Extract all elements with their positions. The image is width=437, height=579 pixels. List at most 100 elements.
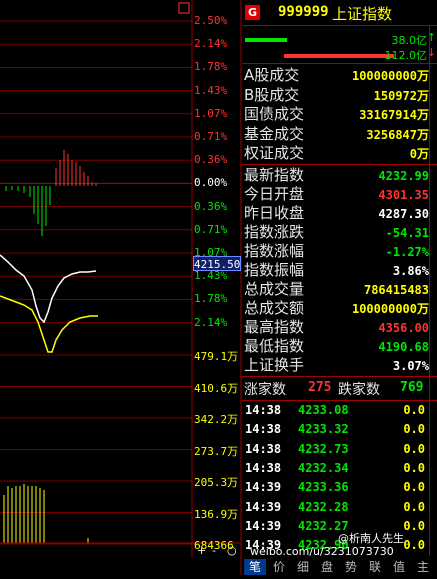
axis-volume-label: 684366 — [194, 539, 234, 552]
quote-value: 4190.68 — [378, 340, 429, 354]
panel-scrollbar[interactable] — [429, 26, 437, 556]
turnover-row: 基金成交 3256847万 — [242, 125, 437, 144]
trade-time: 14:38 — [245, 422, 282, 437]
trade-volume: 0.0 — [403, 441, 425, 456]
trade-row: 14:38 4233.32 0.0 — [242, 420, 437, 438]
trade-time: 14:38 — [245, 403, 282, 417]
turnover-label: 国债成交 — [244, 105, 305, 123]
quote-value: 4232.99 — [378, 169, 429, 183]
axis-percent-label: 1.78% — [194, 292, 228, 306]
stock-code: 999999 — [278, 4, 329, 20]
tab-8[interactable]: 主 — [416, 560, 429, 574]
axis-percent-label: 2.14% — [194, 315, 228, 329]
watermark-user: @析南人先生 — [338, 532, 404, 545]
stock-name: 上证指数 — [332, 5, 393, 23]
quote-row: 最高指数 4356.00 — [242, 318, 437, 337]
trade-price: 4232.90 — [298, 538, 349, 553]
trade-volume: 0.0 — [403, 480, 425, 495]
advance-label: 涨家数 — [244, 382, 286, 398]
tab-5[interactable]: 势 — [344, 560, 357, 574]
turnover-value: 100000000万 — [351, 69, 429, 83]
up-arrow-icon: ↑ — [426, 31, 436, 44]
zoom-out-button[interactable]: - — [212, 544, 216, 557]
quote-value: 4287.30 — [378, 207, 429, 221]
tab-3[interactable]: 细 — [296, 560, 309, 574]
quote-label: 指数涨跌 — [244, 223, 305, 241]
header-badge: G — [245, 5, 260, 20]
trade-row: 14:38 4233.08 0.0 — [242, 401, 437, 419]
quote-value: 4356.00 — [378, 321, 429, 335]
turnover-label: 基金成交 — [244, 124, 305, 143]
tab-6[interactable]: 联 — [368, 560, 381, 574]
tab-4[interactable]: 盘 — [320, 560, 333, 574]
quote-label: 总成交量 — [244, 280, 305, 298]
trade-time: 14:38 — [245, 441, 282, 456]
axis-percent-label: 1.43% — [194, 83, 228, 97]
axis-volume-label: 273.7万 — [194, 444, 239, 458]
trade-row: 14:39 4233.36 0.0 — [242, 478, 437, 496]
zoom-in-button[interactable]: + — [197, 544, 207, 557]
turnover-row: B股成交 150972万 — [242, 86, 437, 105]
decline-count: 769 — [400, 380, 424, 395]
outflow-label: 112.0亿 — [384, 49, 428, 62]
quote-label: 今日开盘 — [244, 185, 305, 203]
axis-percent-label: 0.00% — [194, 176, 228, 190]
quote-panel: G 999999 上证指数 38.0亿 ↑ 112.0亿 ↓ A股成交 10000… — [242, 0, 437, 575]
trade-price: 4232.27 — [298, 518, 349, 533]
quote-row: 总成交量 786415483 — [242, 280, 437, 299]
turnover-divider — [242, 164, 437, 165]
chart-canvas — [0, 0, 242, 575]
quote-row: 上证换手 3.07% — [242, 356, 437, 375]
quote-label: 昨日收盘 — [244, 204, 305, 222]
trade-row: 14:39 4232.27 0.0 — [242, 517, 437, 535]
trade-price: 4232.28 — [298, 499, 349, 514]
down-arrow-icon: ↓ — [426, 46, 436, 59]
axis-percent-label: 1.07% — [194, 246, 228, 259]
turnover-label: 权证成交 — [244, 144, 305, 162]
axis-percent-label: 1.78% — [194, 60, 228, 74]
crosshair-value: 4215.50 — [193, 256, 241, 271]
quote-value: 100000000万 — [351, 302, 429, 316]
quote-value: 786415483 — [363, 283, 429, 297]
inflow-bar — [245, 38, 287, 42]
quote-row: 指数涨幅 -1.27% — [242, 242, 437, 261]
trade-time: 14:39 — [245, 518, 282, 533]
tab-7[interactable]: 值 — [392, 560, 405, 574]
circle-button[interactable]: ○ — [227, 544, 237, 557]
axis-volume-label: 479.1万 — [194, 350, 239, 363]
quote-label: 总成交额 — [244, 299, 305, 317]
turnover-row: 国债成交 33167914万 — [242, 105, 437, 124]
quote-row: 最新指数 4232.99 — [242, 166, 437, 185]
trade-row: 14:38 4232.73 0.0 — [242, 440, 437, 458]
axis-percent-label: 1.07% — [194, 106, 228, 120]
intraday-chart[interactable]: 4215.50 + - ○ 2.50% 2.14% 1.78% 1.43% 1.07% 0… — [0, 0, 242, 575]
quote-label: 指数振幅 — [244, 261, 305, 279]
trade-price: 4233.32 — [298, 422, 349, 437]
quote-label: 最高指数 — [244, 318, 305, 336]
trade-price: 4232.34 — [298, 460, 349, 475]
advance-count: 275 — [308, 380, 332, 395]
momentum-bars — [5, 150, 97, 236]
tab-1[interactable]: 笔 — [244, 559, 266, 575]
trade-price: 4233.08 — [298, 403, 349, 417]
tab-2[interactable]: 价 — [272, 560, 285, 574]
turnover-value: 3256847万 — [366, 127, 429, 142]
quote-row: 总成交额 100000000万 — [242, 299, 437, 318]
axis-percent-label: 1.43% — [194, 269, 228, 283]
trade-volume: 0.0 — [403, 518, 425, 533]
axis-percent-label: 0.71% — [194, 222, 228, 236]
trade-time: 14:38 — [245, 460, 282, 475]
header-divider — [242, 25, 437, 26]
quote-value: -1.27% — [385, 245, 429, 259]
inflow-label: 38.0亿 — [391, 34, 428, 47]
trade-price: 4233.36 — [298, 480, 349, 495]
trade-volume: 0.0 — [403, 499, 425, 514]
quote-divider — [242, 376, 437, 377]
quote-label: 最低指数 — [244, 337, 305, 355]
quote-label: 最新指数 — [244, 166, 305, 184]
turnover-label: B股成交 — [244, 85, 300, 104]
turnover-value: 0万 — [409, 147, 429, 161]
turnover-value: 150972万 — [373, 88, 429, 103]
advance-decline: 涨家数 275 跌家数 769 — [242, 379, 437, 399]
quote-row: 今日开盘 4301.35 — [242, 185, 437, 204]
